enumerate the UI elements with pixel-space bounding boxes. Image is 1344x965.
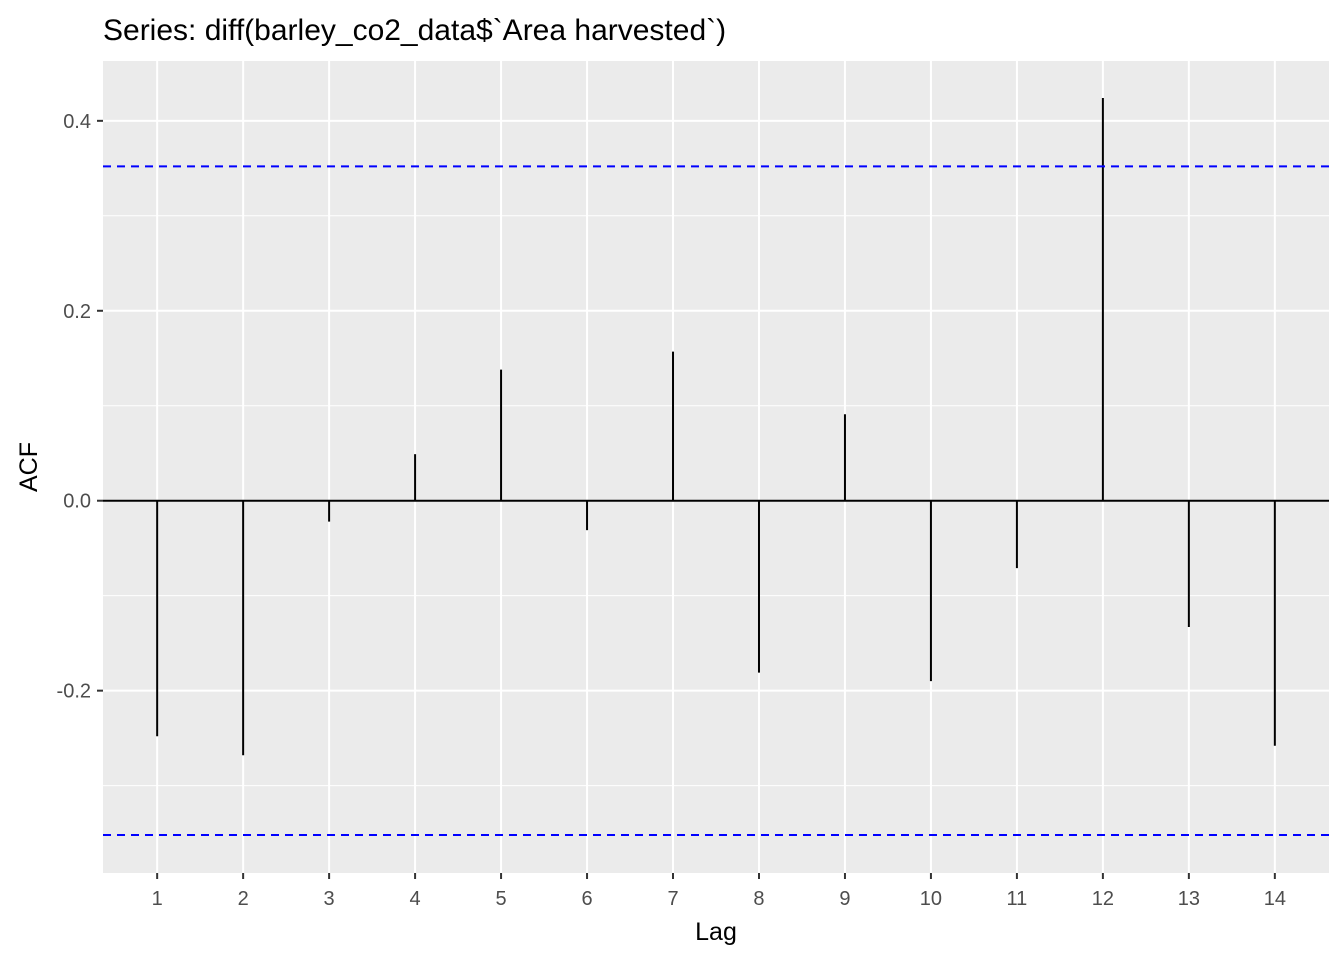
x-axis: 1 2 3 4 5 6 7 8 9 10 11 12 13 14 bbox=[152, 873, 1286, 910]
chart-title: Series: diff(barley_co2_data$`Area harve… bbox=[103, 14, 726, 47]
x-tick-label: 12 bbox=[1092, 888, 1114, 910]
y-tick-label: 0.2 bbox=[63, 301, 91, 323]
y-axis-label: ACF bbox=[15, 442, 43, 492]
x-tick-label: 5 bbox=[496, 888, 507, 910]
y-tick-label: 0.0 bbox=[63, 491, 91, 513]
x-tick-label: 13 bbox=[1178, 888, 1200, 910]
acf-bars bbox=[156, 98, 1276, 756]
x-tick-label: 3 bbox=[324, 888, 335, 910]
x-tick-label: 4 bbox=[410, 888, 421, 910]
y-tick-label: -0.2 bbox=[57, 681, 91, 703]
x-tick-label: 9 bbox=[839, 888, 850, 910]
x-tick-label: 10 bbox=[920, 888, 942, 910]
y-tick-label: 0.4 bbox=[63, 111, 91, 133]
plot-panel bbox=[103, 61, 1329, 873]
x-tick-label: 1 bbox=[152, 888, 163, 910]
x-tick-label: 8 bbox=[753, 888, 764, 910]
x-tick-label: 6 bbox=[581, 888, 592, 910]
minor-gridlines bbox=[103, 215, 1329, 787]
x-tick-label: 14 bbox=[1264, 888, 1286, 910]
x-tick-label: 7 bbox=[667, 888, 678, 910]
x-axis-label: Lag bbox=[695, 918, 737, 946]
x-tick-label: 11 bbox=[1007, 888, 1028, 910]
y-axis: -0.2 0.0 0.2 0.4 bbox=[57, 111, 103, 703]
x-tick-label: 2 bbox=[238, 888, 249, 910]
